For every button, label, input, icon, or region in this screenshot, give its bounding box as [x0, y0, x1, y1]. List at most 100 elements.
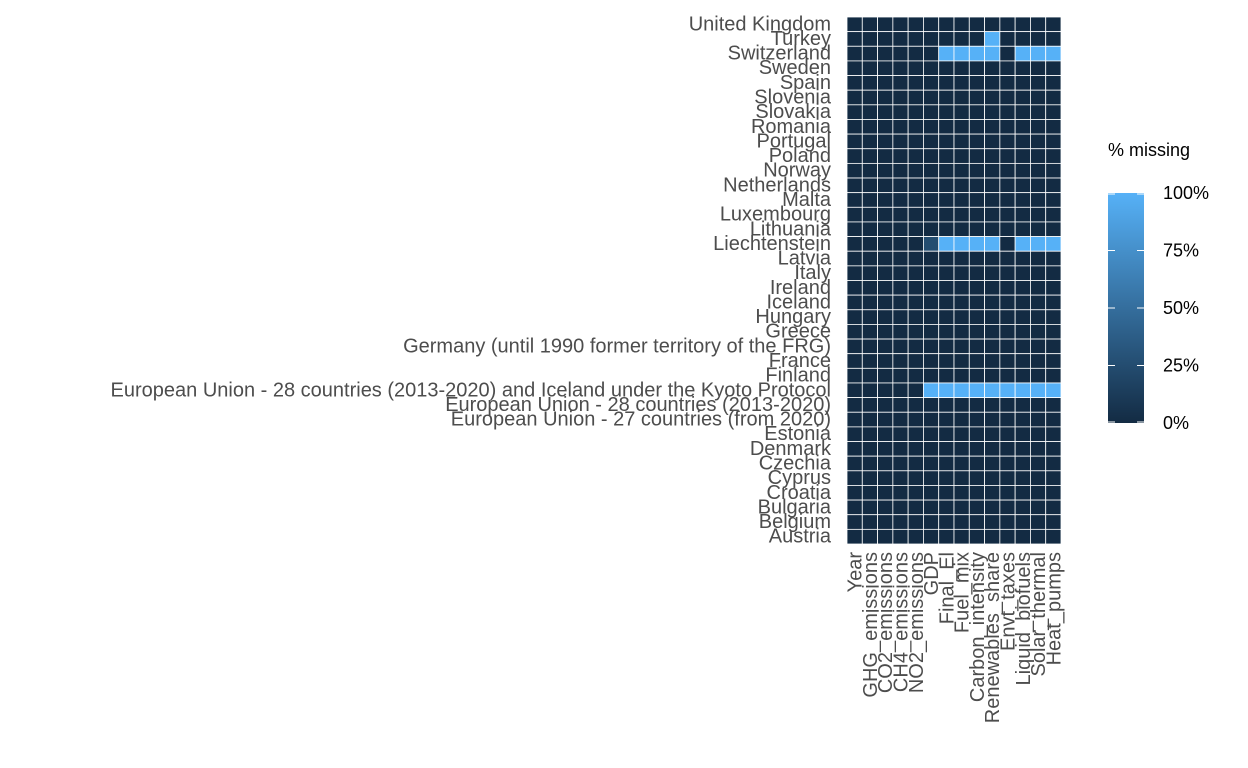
heatmap-cell-cyprus-fuel-mix — [953, 470, 970, 486]
heatmap-cell-switzerland-gdp — [923, 45, 940, 62]
heatmap-cell-netherlands-no2-emissions — [907, 177, 924, 194]
heatmap-cell-malta-gdp — [923, 192, 940, 208]
heatmap-cell-romania-envt-taxes — [999, 119, 1016, 135]
heatmap-cell-greece-heat-pumps — [1045, 324, 1062, 340]
heatmap-cell-estonia-final-el — [938, 426, 955, 442]
heatmap-cell-sweden-solar-thermal — [1030, 60, 1047, 76]
y-tick-label: Italy — [794, 262, 831, 284]
heatmap-cell-germany-until-1990-former-territory-of-the-frg-solar-thermal — [1030, 338, 1047, 355]
heatmap-cell-germany-until-1990-former-territory-of-the-frg-year — [846, 338, 863, 355]
heatmap-cell-finland-ghg-emissions — [861, 367, 878, 384]
heatmap-cell-estonia-co2-emissions — [877, 426, 894, 442]
heatmap-cell-european-union-28-countries-2013-2020-carbon-intensity — [968, 397, 985, 413]
heatmap-cell-cyprus-solar-thermal — [1030, 470, 1047, 486]
heatmap-cell-european-union-28-countries-2013-2020-fuel-mix — [953, 397, 970, 413]
heatmap-cell-slovenia-envt-taxes — [999, 89, 1016, 106]
heatmap-cell-european-union-28-countries-2013-2020-envt-taxes — [999, 397, 1016, 413]
heatmap-cell-czechia-ghg-emissions — [861, 455, 878, 472]
y-tick-label: Liechtenstein — [713, 233, 831, 255]
heatmap-cell-portugal-final-el — [938, 133, 955, 150]
heatmap-cell-finland-ch4-emissions — [892, 367, 909, 384]
heatmap-cell-estonia-liquid-biofuels — [1014, 426, 1031, 442]
heatmap-cell-germany-until-1990-former-territory-of-the-frg-envt-taxes — [999, 338, 1016, 355]
heatmap-cell-european-union-28-countries-2013-2020-ghg-emissions — [861, 397, 878, 413]
heatmap-cell-netherlands-carbon-intensity — [968, 177, 985, 194]
heatmap-cell-estonia-gdp — [923, 426, 940, 442]
x-tick-label: Heat_pumps — [1043, 552, 1065, 665]
heatmap-cell-norway-solar-thermal — [1030, 162, 1047, 179]
heatmap-cell-slovakia-no2-emissions — [907, 104, 924, 120]
heatmap-cell-lithuania-year — [846, 221, 863, 237]
heatmap-cell-sweden-liquid-biofuels — [1014, 60, 1031, 76]
y-tick-label: Norway — [763, 160, 831, 182]
heatmap-cell-poland-heat-pumps — [1045, 148, 1062, 164]
heatmap-cell-netherlands-year — [846, 177, 863, 194]
heatmap-cell-cyprus-ch4-emissions — [892, 470, 909, 486]
heatmap-cell-spain-gdp — [923, 75, 940, 91]
y-tick-label: Germany (until 1990 former territory of … — [403, 335, 831, 357]
heatmap-cell-finland-gdp — [923, 367, 940, 384]
heatmap-cell-norway-ch4-emissions — [892, 162, 909, 179]
heatmap-cell-malta-final-el — [938, 192, 955, 208]
heatmap-cell-france-ghg-emissions — [861, 353, 878, 369]
heatmap-cell-italy-gdp — [923, 265, 940, 281]
heatmap-cell-turkey-carbon-intensity — [968, 31, 985, 47]
heatmap-cell-lithuania-heat-pumps — [1045, 221, 1062, 237]
heatmap-cell-liechtenstein-renewables-share — [984, 236, 1001, 252]
heatmap-cell-european-union-28-countries-2013-2020-and-iceland-under-the-kyoto-protocol-liquid-biofuels — [1014, 382, 1031, 399]
heatmap-cell-france-solar-thermal — [1030, 353, 1047, 369]
heatmap-cell-spain-carbon-intensity — [968, 75, 985, 91]
heatmap-cell-germany-until-1990-former-territory-of-the-frg-renewables-share — [984, 338, 1001, 355]
heatmap-cell-belgium-renewables-share — [984, 514, 1001, 530]
heatmap-cell-lithuania-ghg-emissions — [861, 221, 878, 237]
heatmap-cell-austria-fuel-mix — [953, 528, 970, 545]
heatmap-cell-luxembourg-final-el — [938, 206, 955, 223]
heatmap-cell-spain-ch4-emissions — [892, 75, 909, 91]
heatmap-cell-switzerland-liquid-biofuels — [1014, 45, 1031, 62]
heatmap-cell-hungary-envt-taxes — [999, 309, 1016, 325]
heatmap-cell-netherlands-gdp — [923, 177, 940, 194]
heatmap-cell-lithuania-fuel-mix — [953, 221, 970, 237]
heatmap-cell-germany-until-1990-former-territory-of-the-frg-co2-emissions — [877, 338, 894, 355]
heatmap-cell-european-union-27-countries-from-2020-heat-pumps — [1045, 411, 1062, 428]
heatmap-cell-belgium-liquid-biofuels — [1014, 514, 1031, 530]
heatmap-cell-netherlands-co2-emissions — [877, 177, 894, 194]
y-tick-label: Romania — [751, 116, 832, 138]
heatmap-cell-european-union-28-countries-2013-2020-year — [846, 397, 863, 413]
heatmap-cell-turkey-gdp — [923, 31, 940, 47]
heatmap-cell-lithuania-final-el — [938, 221, 955, 237]
heatmap-cell-germany-until-1990-former-territory-of-the-frg-final-el — [938, 338, 955, 355]
heatmap-cell-bulgaria-ch4-emissions — [892, 499, 909, 516]
heatmap-cell-luxembourg-ghg-emissions — [861, 206, 878, 223]
heatmap-cell-iceland-year — [846, 294, 863, 311]
legend-tick-label: 25% — [1163, 356, 1199, 376]
heatmap-cell-hungary-year — [846, 309, 863, 325]
heatmap-cell-slovenia-year — [846, 89, 863, 106]
heatmap-cell-poland-co2-emissions — [877, 148, 894, 164]
heatmap-cell-portugal-co2-emissions — [877, 133, 894, 150]
heatmap-cell-netherlands-heat-pumps — [1045, 177, 1062, 194]
heatmap-cell-romania-final-el — [938, 119, 955, 135]
heatmap-cell-united-kingdom-renewables-share — [984, 16, 1001, 33]
heatmap-cell-croatia-ghg-emissions — [861, 485, 878, 501]
heatmap-cell-denmark-envt-taxes — [999, 441, 1016, 457]
heatmap-cell-denmark-final-el — [938, 441, 955, 457]
heatmap-cell-greece-ch4-emissions — [892, 324, 909, 340]
heatmap-cell-italy-ch4-emissions — [892, 265, 909, 281]
y-tick-label: Portugal — [757, 130, 832, 152]
heatmap-cell-czechia-renewables-share — [984, 455, 1001, 472]
heatmap-cell-united-kingdom-carbon-intensity — [968, 16, 985, 33]
heatmap-cell-iceland-ghg-emissions — [861, 294, 878, 311]
heatmap-cell-romania-ghg-emissions — [861, 119, 878, 135]
y-tick-label: France — [769, 350, 831, 372]
heatmap-cell-finland-solar-thermal — [1030, 367, 1047, 384]
x-axis-tick-labels: YearGHG_emissionsCO2_emissionsCH4_emissi… — [845, 552, 1066, 724]
heatmap-cell-austria-year — [846, 528, 863, 545]
heatmap-cell-bulgaria-co2-emissions — [877, 499, 894, 516]
x-tick-label: Fuel_mix — [952, 552, 974, 633]
heatmap-cell-germany-until-1990-former-territory-of-the-frg-fuel-mix — [953, 338, 970, 355]
heatmap-cell-european-union-28-countries-2013-2020-and-iceland-under-the-kyoto-protocol-ch4-emissions — [892, 382, 909, 399]
heatmap-cell-netherlands-final-el — [938, 177, 955, 194]
heatmap-cell-european-union-28-countries-2013-2020-renewables-share — [984, 397, 1001, 413]
